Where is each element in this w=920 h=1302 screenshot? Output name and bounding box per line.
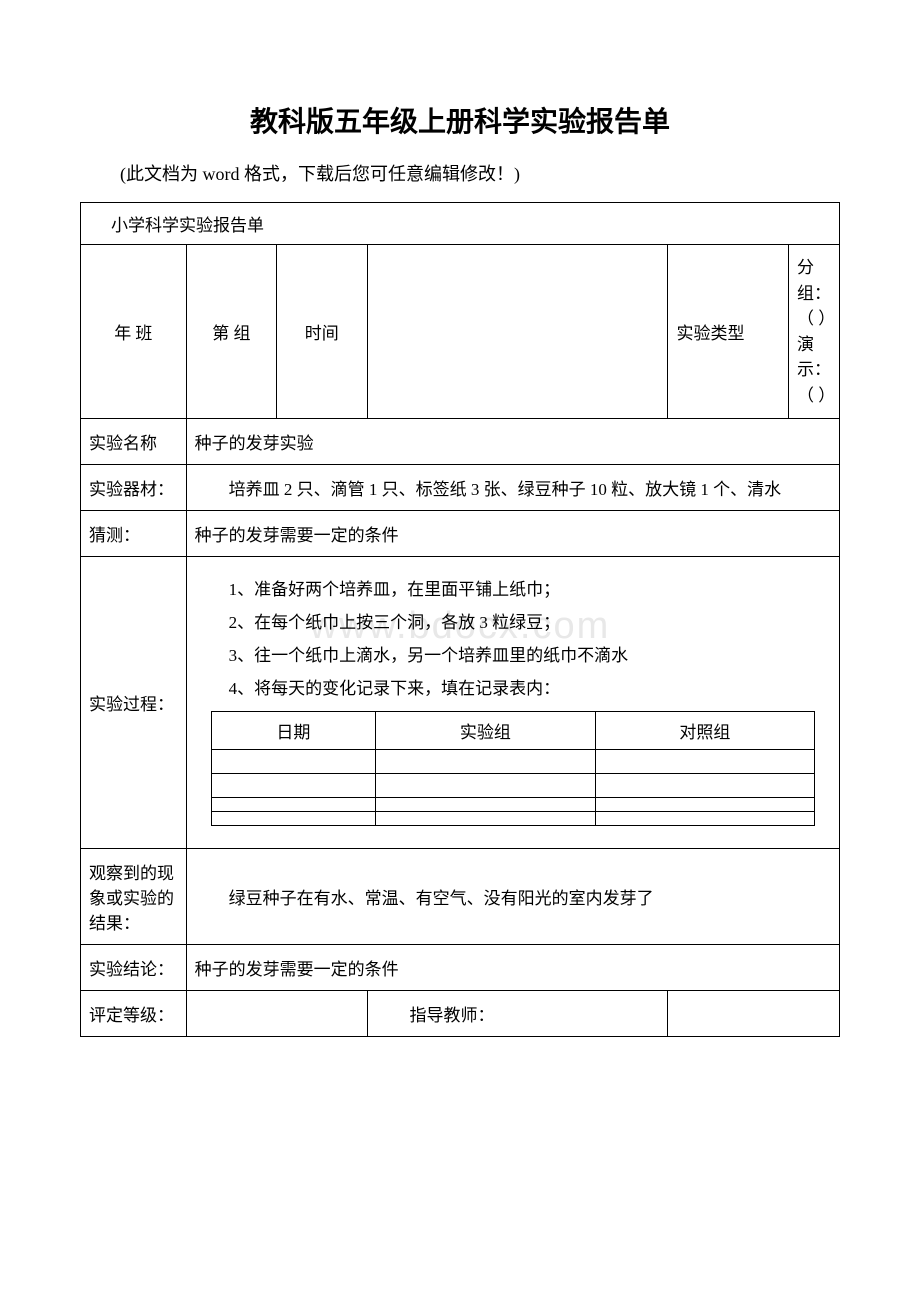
- guess-row: 猜测： 种子的发芽需要一定的条件: [81, 511, 840, 557]
- process-content: 1、准备好两个培养皿，在里面平铺上纸巾； 2、在每个纸巾上按三个洞，各放 3 粒…: [186, 557, 839, 849]
- step-2: 2、在每个纸巾上按三个洞，各放 3 粒绿豆；: [195, 608, 831, 633]
- exp-name-value: 种子的发芽实验: [186, 419, 839, 465]
- record-col-control: 对照组: [595, 712, 814, 750]
- step-4: 4、将每天的变化记录下来，填在记录表内：: [195, 674, 831, 699]
- guess-value: 种子的发芽需要一定的条件: [186, 511, 839, 557]
- exp-name-label: 实验名称: [81, 419, 187, 465]
- teacher-value[interactable]: [668, 991, 840, 1037]
- page-title: 教科版五年级上册科学实验报告单: [80, 100, 840, 140]
- process-label: 实验过程：: [81, 557, 187, 849]
- record-col-date: 日期: [211, 712, 376, 750]
- group-cell: 第 组: [186, 245, 276, 419]
- steps-list: 1、准备好两个培养皿，在里面平铺上纸巾； 2、在每个纸巾上按三个洞，各放 3 粒…: [195, 575, 831, 699]
- observation-label: 观察到的现象或实验的结果：: [81, 849, 187, 945]
- record-row[interactable]: [211, 798, 815, 812]
- evaluation-row: 评定等级： 指导教师：: [81, 991, 840, 1037]
- step-1: 1、准备好两个培养皿，在里面平铺上纸巾；: [195, 575, 831, 600]
- observation-value: 绿豆种子在有水、常温、有空气、没有阳光的室内发芽了: [186, 849, 839, 945]
- info-row: 年 班 第 组 时间 实验类型 分组：（ ）演示：（ ）: [81, 245, 840, 419]
- exp-name-row: 实验名称 种子的发芽实验: [81, 419, 840, 465]
- class-cell: 年 班: [81, 245, 187, 419]
- table-header-row: 小学科学实验报告单: [81, 203, 840, 245]
- process-row: 实验过程： 1、准备好两个培养皿，在里面平铺上纸巾； 2、在每个纸巾上按三个洞，…: [81, 557, 840, 849]
- record-row[interactable]: [211, 812, 815, 826]
- conclusion-row: 实验结论： 种子的发芽需要一定的条件: [81, 945, 840, 991]
- guess-label: 猜测：: [81, 511, 187, 557]
- step-3: 3、往一个纸巾上滴水，另一个培养皿里的纸巾不滴水: [195, 641, 831, 666]
- record-row[interactable]: [211, 750, 815, 774]
- time-label-cell: 时间: [277, 245, 367, 419]
- report-header: 小学科学实验报告单: [81, 203, 840, 245]
- report-table: 小学科学实验报告单 年 班 第 组 时间 实验类型 分组：（ ）演示：（ ） 实…: [80, 202, 840, 1037]
- equipment-label: 实验器材：: [81, 465, 187, 511]
- time-value-cell[interactable]: [367, 245, 668, 419]
- exp-type-label: 实验类型: [668, 245, 788, 419]
- eval-value[interactable]: [186, 991, 367, 1037]
- equipment-value: 培养皿 2 只、滴管 1 只、标签纸 3 张、绿豆种子 10 粒、放大镜 1 个…: [186, 465, 839, 511]
- record-header-row: 日期 实验组 对照组: [211, 712, 815, 750]
- record-row[interactable]: [211, 774, 815, 798]
- conclusion-value: 种子的发芽需要一定的条件: [186, 945, 839, 991]
- conclusion-label: 实验结论：: [81, 945, 187, 991]
- equipment-row: 实验器材： 培养皿 2 只、滴管 1 只、标签纸 3 张、绿豆种子 10 粒、放…: [81, 465, 840, 511]
- record-col-exp: 实验组: [376, 712, 595, 750]
- teacher-label: 指导教师：: [367, 991, 668, 1037]
- subtitle: (此文档为 word 格式，下载后您可任意编辑修改！): [80, 160, 840, 186]
- exp-type-value[interactable]: 分组：（ ）演示：（ ）: [788, 245, 839, 419]
- record-table: 日期 实验组 对照组: [211, 711, 816, 826]
- observation-row: 观察到的现象或实验的结果： 绿豆种子在有水、常温、有空气、没有阳光的室内发芽了: [81, 849, 840, 945]
- eval-label: 评定等级：: [81, 991, 187, 1037]
